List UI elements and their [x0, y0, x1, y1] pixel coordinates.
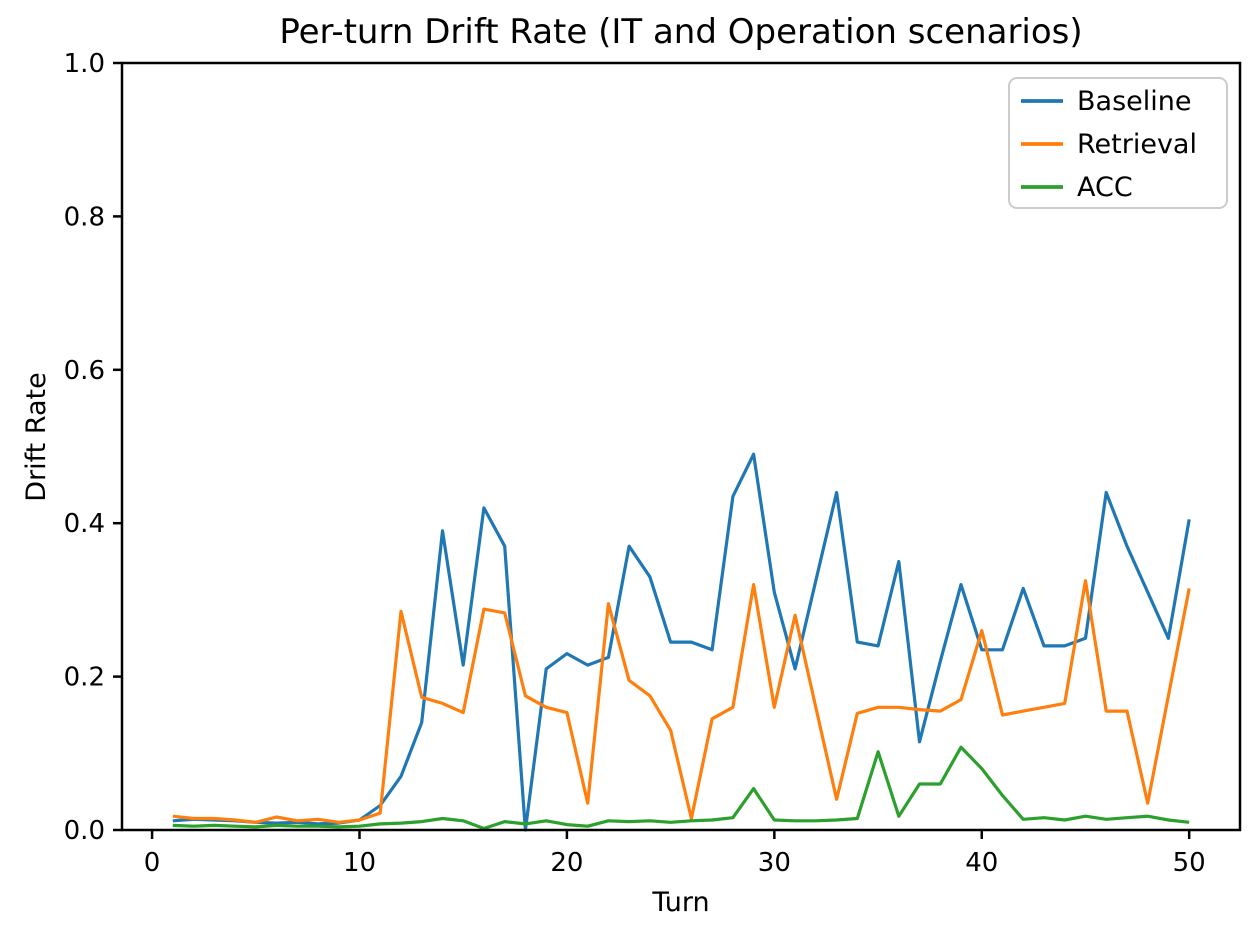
y-axis-label: Drift Rate	[21, 372, 52, 502]
x-tick-label: 20	[550, 848, 583, 878]
y-tick-label: 0.2	[64, 663, 105, 693]
x-tick-label: 0	[144, 848, 161, 878]
axes-spines	[120, 61, 1242, 832]
y-tick-label: 0.8	[64, 202, 105, 232]
x-tick-label: 30	[758, 848, 791, 878]
series-line-acc	[172, 745, 1190, 831]
y-tick-label: 0.6	[64, 356, 105, 386]
y-tick-label: 0.4	[64, 509, 105, 539]
legend-frame	[1008, 77, 1228, 209]
y-tick-label: 0.0	[64, 816, 105, 846]
legend-item-retrieval: Retrieval	[1077, 129, 1197, 160]
y-tick-label: 1.0	[64, 49, 105, 79]
x-tick-label: 40	[965, 848, 998, 878]
series-line-retrieval	[172, 579, 1191, 824]
legend-item-baseline: Baseline	[1077, 86, 1191, 117]
x-axis-label: Turn	[651, 887, 709, 918]
x-tick-label: 10	[343, 848, 376, 878]
legend-item-acc: ACC	[1077, 172, 1133, 203]
x-tick-label: 50	[1173, 848, 1206, 878]
chart-title: Per-turn Drift Rate (IT and Operation sc…	[279, 12, 1082, 52]
plot-area: 0 10 20 30 40 50 0.0 0.2 0.4 0.6 0.8 1.0 Baseline Ret…	[64, 49, 1242, 878]
